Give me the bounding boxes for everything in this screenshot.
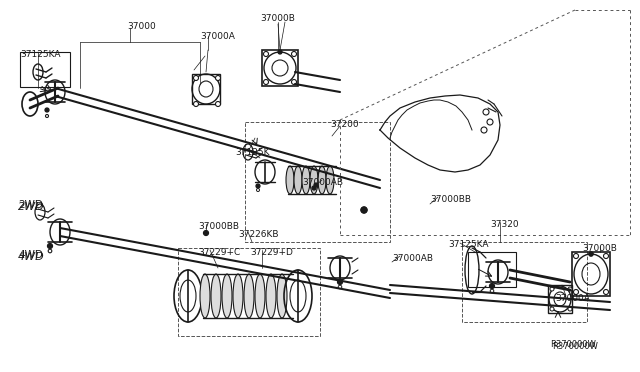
Circle shape [550, 307, 554, 311]
Ellipse shape [318, 166, 326, 194]
Text: 37000BB: 37000BB [198, 222, 239, 231]
Bar [548, 285, 572, 313]
Circle shape [604, 253, 609, 259]
Circle shape [568, 307, 572, 311]
Ellipse shape [222, 274, 232, 318]
Circle shape [338, 285, 342, 289]
Bar [572, 252, 610, 296]
Text: 37000AB: 37000AB [392, 254, 433, 263]
Circle shape [573, 289, 579, 295]
Circle shape [45, 108, 49, 112]
Bar [178, 248, 320, 336]
Text: 2WD: 2WD [18, 200, 43, 210]
Circle shape [573, 253, 579, 259]
Text: 37000B: 37000B [582, 244, 617, 253]
Circle shape [490, 283, 495, 289]
Text: 2WD: 2WD [18, 202, 45, 212]
Circle shape [278, 50, 282, 54]
Circle shape [568, 287, 572, 291]
Text: 37000B: 37000B [260, 14, 295, 23]
Ellipse shape [244, 274, 254, 318]
Circle shape [256, 184, 260, 188]
Text: 37229+D: 37229+D [250, 248, 293, 257]
Circle shape [550, 287, 554, 291]
Circle shape [264, 51, 269, 57]
Text: 37125KA: 37125KA [20, 50, 61, 59]
Text: 37000BB: 37000BB [430, 195, 471, 204]
Ellipse shape [326, 166, 334, 194]
Ellipse shape [211, 274, 221, 318]
Ellipse shape [266, 274, 276, 318]
Text: 4WD: 4WD [18, 252, 45, 262]
Text: 37000A: 37000A [200, 32, 235, 41]
Text: 37200: 37200 [330, 120, 358, 129]
Circle shape [47, 244, 52, 248]
Text: R370000W: R370000W [552, 342, 598, 351]
Text: 37320: 37320 [490, 220, 518, 229]
Circle shape [312, 186, 316, 190]
Circle shape [361, 207, 367, 213]
Circle shape [257, 189, 259, 192]
Text: R370000W: R370000W [550, 340, 596, 349]
Ellipse shape [302, 166, 310, 194]
Text: 37229+C: 37229+C [198, 248, 240, 257]
Circle shape [337, 279, 342, 285]
Text: 4WD: 4WD [18, 250, 43, 260]
Circle shape [291, 80, 296, 84]
Circle shape [481, 127, 487, 133]
Bar [462, 242, 587, 322]
Bar [262, 50, 298, 86]
Text: 37000: 37000 [127, 22, 156, 31]
Text: 37226KB: 37226KB [238, 230, 278, 239]
Bar [468, 252, 516, 287]
Text: 37125KA: 37125KA [448, 240, 488, 249]
Circle shape [193, 76, 198, 80]
Circle shape [487, 119, 493, 125]
Ellipse shape [286, 166, 294, 194]
Circle shape [216, 102, 221, 106]
Text: 37000A: 37000A [555, 294, 590, 303]
Circle shape [48, 249, 52, 253]
Ellipse shape [310, 166, 318, 194]
Circle shape [604, 289, 609, 295]
Circle shape [204, 231, 209, 235]
Ellipse shape [233, 274, 243, 318]
Circle shape [291, 51, 296, 57]
Circle shape [589, 252, 593, 256]
Circle shape [361, 207, 367, 213]
Circle shape [490, 289, 494, 293]
Text: 37125K: 37125K [235, 148, 269, 157]
Ellipse shape [255, 274, 265, 318]
Circle shape [45, 115, 49, 118]
Ellipse shape [294, 166, 302, 194]
Text: 37000AB: 37000AB [302, 178, 343, 187]
Ellipse shape [200, 274, 210, 318]
Circle shape [193, 102, 198, 106]
Ellipse shape [277, 274, 287, 318]
Circle shape [483, 109, 489, 115]
Circle shape [264, 80, 269, 84]
Bar [192, 74, 220, 104]
Circle shape [314, 183, 318, 187]
Bar [245, 122, 390, 242]
Bar [20, 52, 70, 87]
Circle shape [216, 76, 221, 80]
